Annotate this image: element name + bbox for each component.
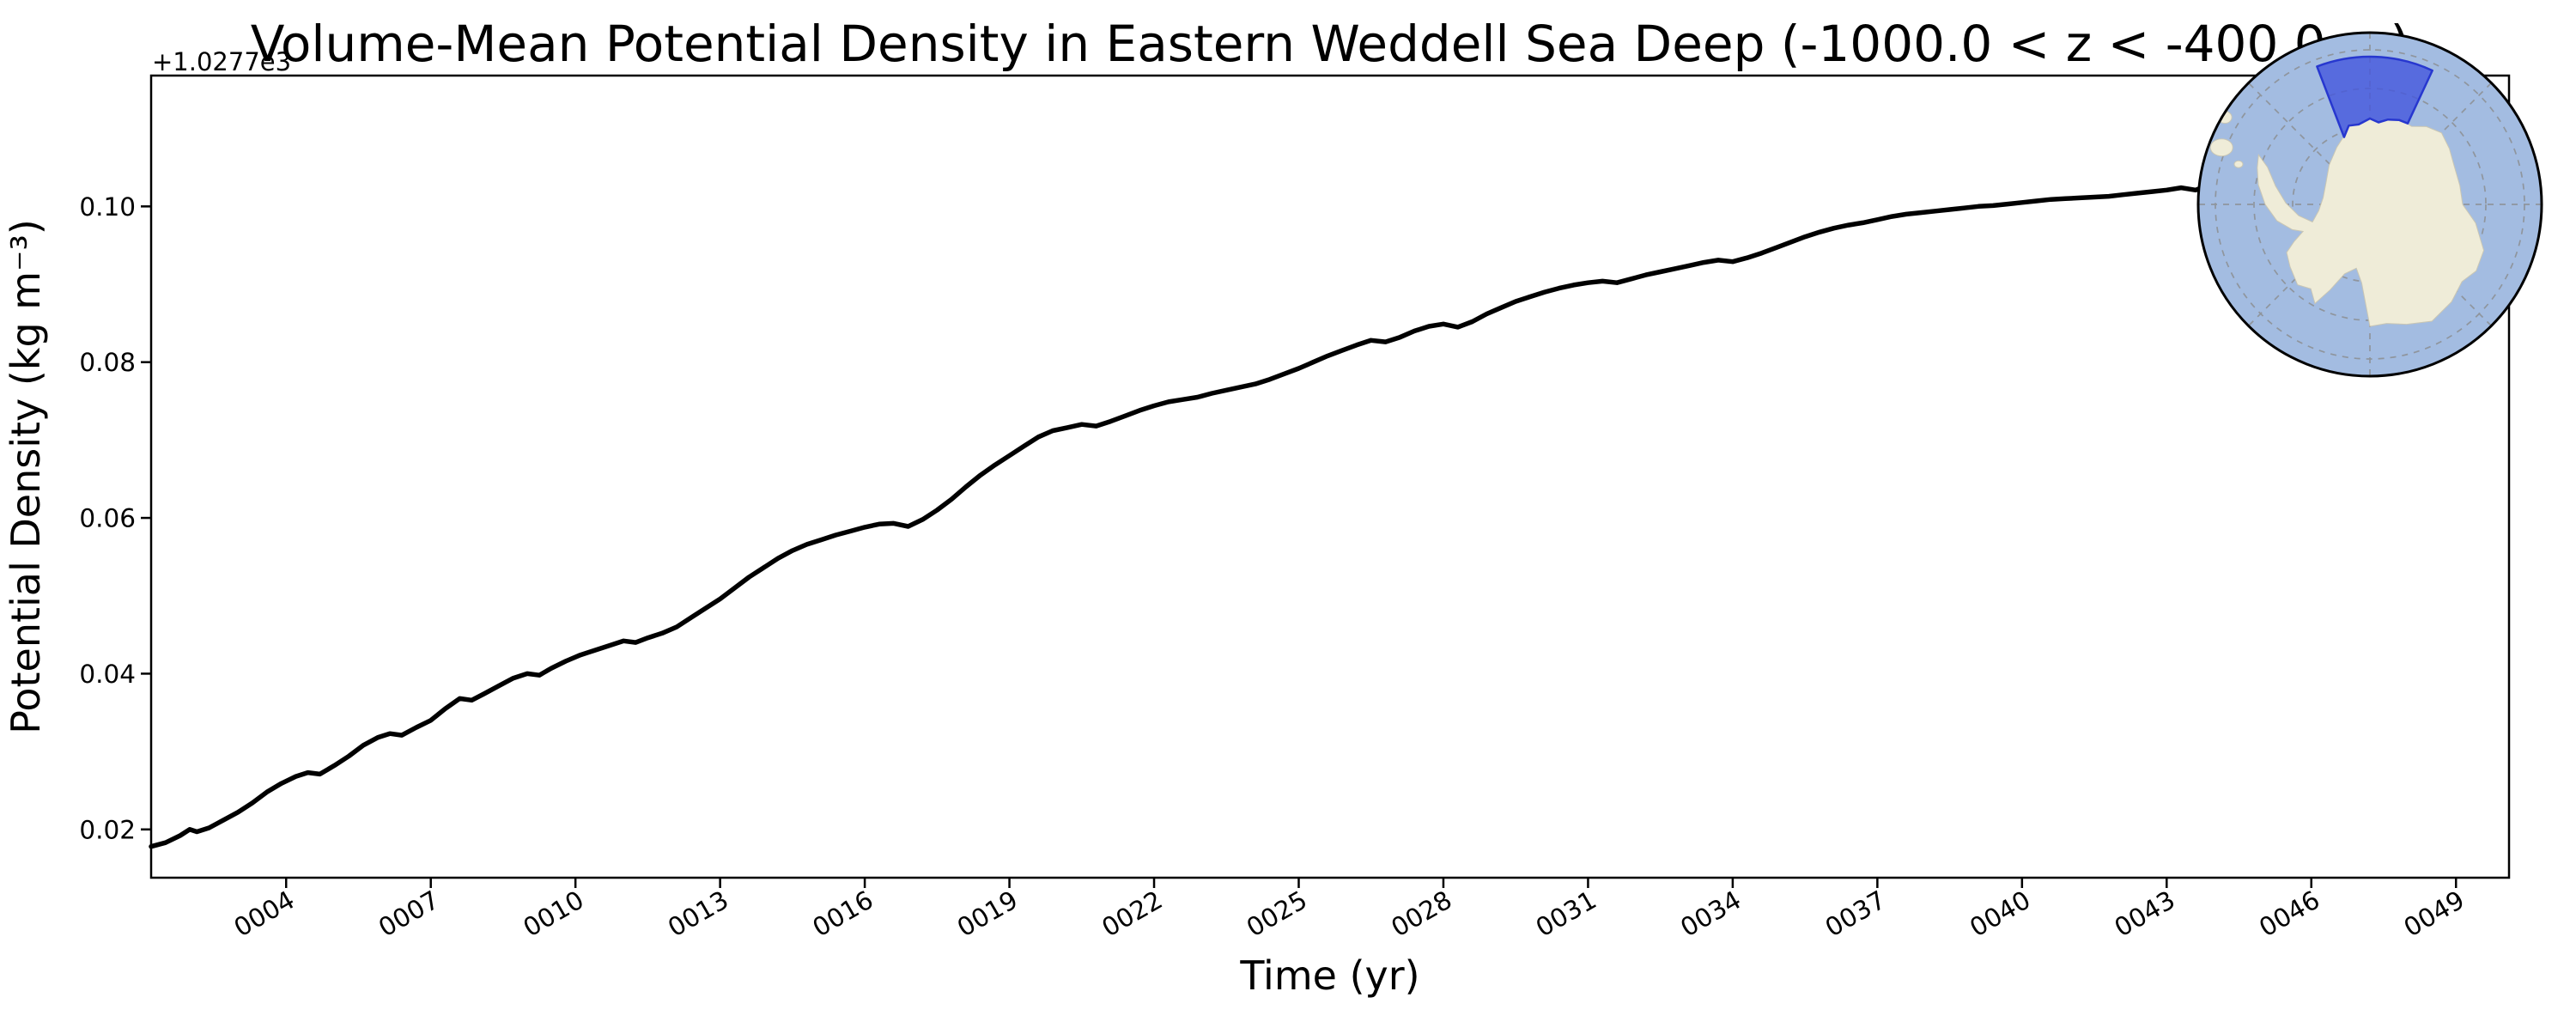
island xyxy=(2209,138,2233,157)
map-inner xyxy=(2198,33,2542,376)
x-tick-label: 0049 xyxy=(2399,885,2470,943)
x-tick-label: 0040 xyxy=(1965,885,2035,943)
y-axis-ticks: 0.02 0.04 0.06 0.08 0.10 xyxy=(79,192,151,844)
y-tick-label: 0.06 xyxy=(79,504,136,533)
x-tick-label-group: 0037 xyxy=(1820,885,1891,943)
x-tick-label-group: 0043 xyxy=(2110,885,2180,943)
x-tick-label-group: 0022 xyxy=(1097,885,1168,943)
x-tick-label: 0016 xyxy=(808,885,878,943)
x-tick-label: 0043 xyxy=(2110,885,2180,943)
y-tick-label: 0.08 xyxy=(79,348,136,377)
x-tick-label: 0004 xyxy=(229,885,300,943)
x-tick-label: 0025 xyxy=(1242,885,1312,943)
x-axis-label: Time (yr) xyxy=(1239,952,1419,999)
x-tick-label: 0046 xyxy=(2254,885,2324,943)
y-axis-offset-text: +1.0277e3 xyxy=(152,47,291,76)
x-tick-label-group: 0013 xyxy=(663,885,733,943)
density-time-series-line xyxy=(149,162,2270,849)
antarctica-landmass xyxy=(2257,117,2485,327)
y-tick-label: 0.10 xyxy=(79,192,136,222)
map-border xyxy=(2196,31,2543,378)
highlighted-region-eastern-weddell-sea xyxy=(2316,55,2433,138)
island xyxy=(2233,160,2244,168)
x-axis-ticks: 0004 0007 0010 0013 0016 0019 0022 0025 0028 0031… xyxy=(229,878,2470,943)
inset-map-antarctica xyxy=(2196,31,2543,378)
x-tick-label: 0022 xyxy=(1097,885,1168,943)
x-tick-label-group: 0046 xyxy=(2254,885,2324,943)
x-tick-label: 0037 xyxy=(1820,885,1891,943)
x-tick-label-group: 0019 xyxy=(952,885,1023,943)
x-tick-label: 0031 xyxy=(1531,885,1601,943)
x-tick-label: 0019 xyxy=(952,885,1023,943)
x-tick-label: 0007 xyxy=(374,885,444,943)
x-tick-label: 0034 xyxy=(1675,885,1746,943)
x-tick-label-group: 0025 xyxy=(1242,885,1312,943)
y-tick-label: 0.04 xyxy=(79,660,136,689)
x-tick-label: 0010 xyxy=(519,885,589,943)
x-tick-label-group: 0010 xyxy=(519,885,589,943)
x-tick-label-group: 0034 xyxy=(1675,885,1746,943)
x-tick-label-group: 0016 xyxy=(808,885,878,943)
y-axis-label: Potential Density (kg m⁻³) xyxy=(3,219,49,734)
x-tick-label-group: 0028 xyxy=(1386,885,1456,943)
x-tick-label: 0028 xyxy=(1386,885,1456,943)
plot-area xyxy=(149,74,2511,879)
x-tick-label: 0013 xyxy=(663,885,733,943)
x-tick-label-group: 0004 xyxy=(229,885,300,943)
y-tick-label: 0.02 xyxy=(79,815,136,844)
axes: 0004 0007 0010 0013 0016 0019 0022 0025 0028 0031… xyxy=(3,15,2511,999)
x-tick-label-group: 0049 xyxy=(2399,885,2470,943)
x-tick-label-group: 0040 xyxy=(1965,885,2035,943)
chart-title: Volume-Mean Potential Density in Eastern… xyxy=(251,15,2410,73)
x-tick-label-group: 0007 xyxy=(374,885,444,943)
x-tick-label-group: 0031 xyxy=(1531,885,1601,943)
